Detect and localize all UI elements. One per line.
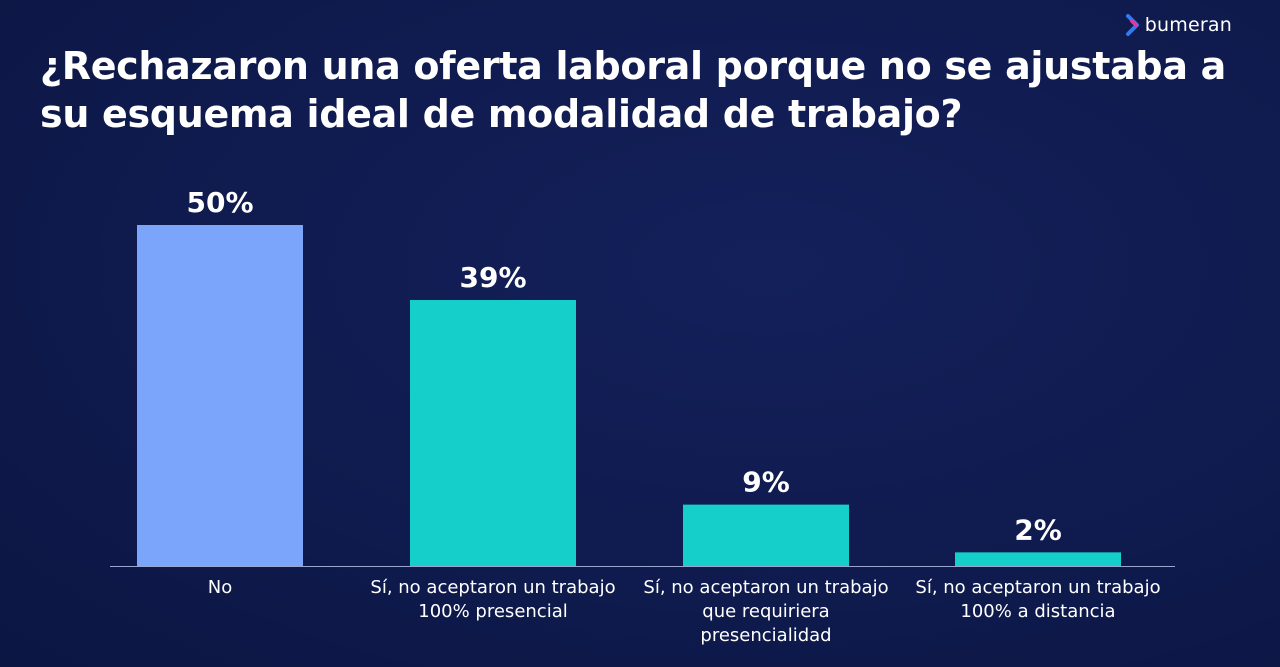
bar-1	[137, 225, 303, 566]
category-label-3: Sí, no aceptaron un trabajo que requirie…	[643, 577, 889, 646]
bar-2	[410, 300, 576, 566]
category-label-1: No	[207, 577, 233, 598]
category-label-4: Sí, no aceptaron un trabajo 100% a dista…	[915, 577, 1161, 622]
chart-title: ¿Rechazaron una oferta laboral porque no…	[40, 44, 1226, 136]
data-label-4: 2%	[1014, 513, 1062, 546]
data-label-3: 9%	[742, 466, 790, 499]
data-label-1: 50%	[186, 186, 253, 219]
brand-logo: bumeran	[1125, 14, 1232, 36]
brand-name: bumeran	[1144, 14, 1232, 36]
data-label-2: 39%	[459, 261, 526, 294]
chevron-right-icon	[1125, 14, 1139, 36]
bar-4	[955, 552, 1121, 566]
category-label-2: Sí, no aceptaron un trabajo 100% presenc…	[370, 577, 616, 622]
bar-3	[683, 504, 849, 566]
